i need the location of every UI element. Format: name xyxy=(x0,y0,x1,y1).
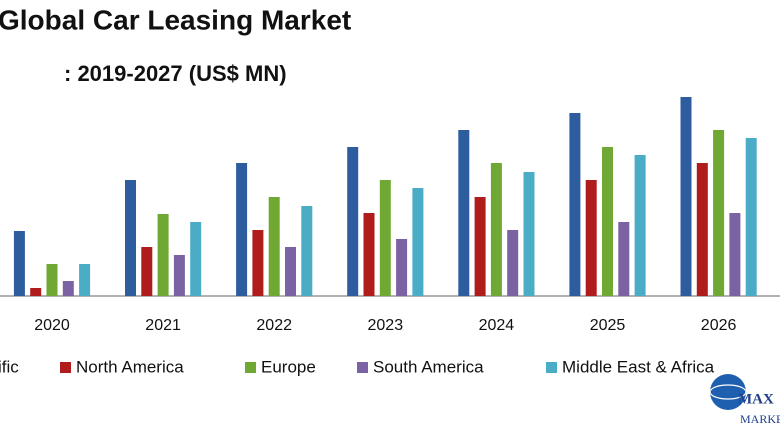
bar xyxy=(634,155,646,296)
logo-subtext: MARKET xyxy=(740,412,780,426)
bar xyxy=(252,230,264,296)
legend-label: North America xyxy=(76,357,184,376)
bar xyxy=(490,163,502,296)
chart-title: Global Car Leasing Market xyxy=(0,4,351,35)
bar xyxy=(729,213,741,296)
bar xyxy=(602,147,613,296)
legend-swatch xyxy=(245,362,256,373)
bar xyxy=(569,113,581,296)
logo-globe xyxy=(710,374,746,410)
bar xyxy=(190,222,202,296)
bar xyxy=(301,206,313,296)
x-tick-label: 2021 xyxy=(145,317,181,334)
bar xyxy=(13,231,25,296)
bar xyxy=(141,247,153,296)
legend-label: ific xyxy=(0,357,19,376)
bar xyxy=(458,130,470,296)
legend-swatch xyxy=(357,362,368,373)
chart-subtitle: : 2019-2027 (US$ MN) xyxy=(64,61,287,86)
bar xyxy=(585,180,597,296)
bar xyxy=(347,147,359,296)
x-tick-label: 2025 xyxy=(590,317,626,334)
legend-swatch xyxy=(546,362,557,373)
bar xyxy=(157,214,169,296)
x-tick-label: 2024 xyxy=(479,317,515,334)
x-tick-label: 2020 xyxy=(34,317,70,334)
bar xyxy=(173,255,185,296)
x-tick-label: 2023 xyxy=(368,317,404,334)
x-tick-label: 2026 xyxy=(701,317,737,334)
x-tick-label: 2022 xyxy=(256,317,292,334)
bar xyxy=(713,130,725,296)
legend-label: Europe xyxy=(261,357,316,376)
bar xyxy=(30,288,42,296)
bar xyxy=(745,138,757,296)
bar xyxy=(696,163,708,296)
bar xyxy=(62,281,74,296)
bar xyxy=(268,197,280,296)
bar xyxy=(396,239,408,296)
legend-swatch xyxy=(60,362,71,373)
bar xyxy=(523,172,535,296)
bar xyxy=(125,180,136,296)
bar xyxy=(412,188,424,296)
bar xyxy=(285,247,296,296)
bar xyxy=(363,213,375,296)
bar xyxy=(79,264,91,296)
logo-text: MAX xyxy=(738,391,774,407)
logo: MAX MARKET xyxy=(709,374,780,426)
bar xyxy=(680,97,692,296)
bar xyxy=(507,230,519,296)
legend-label: South America xyxy=(373,357,484,376)
bar xyxy=(474,197,486,296)
bar xyxy=(236,163,248,296)
bar xyxy=(618,222,630,296)
bar xyxy=(46,264,58,296)
legend-label: Middle East & Africa xyxy=(562,357,715,376)
logo-globe-line xyxy=(709,384,747,400)
bar xyxy=(379,180,391,296)
